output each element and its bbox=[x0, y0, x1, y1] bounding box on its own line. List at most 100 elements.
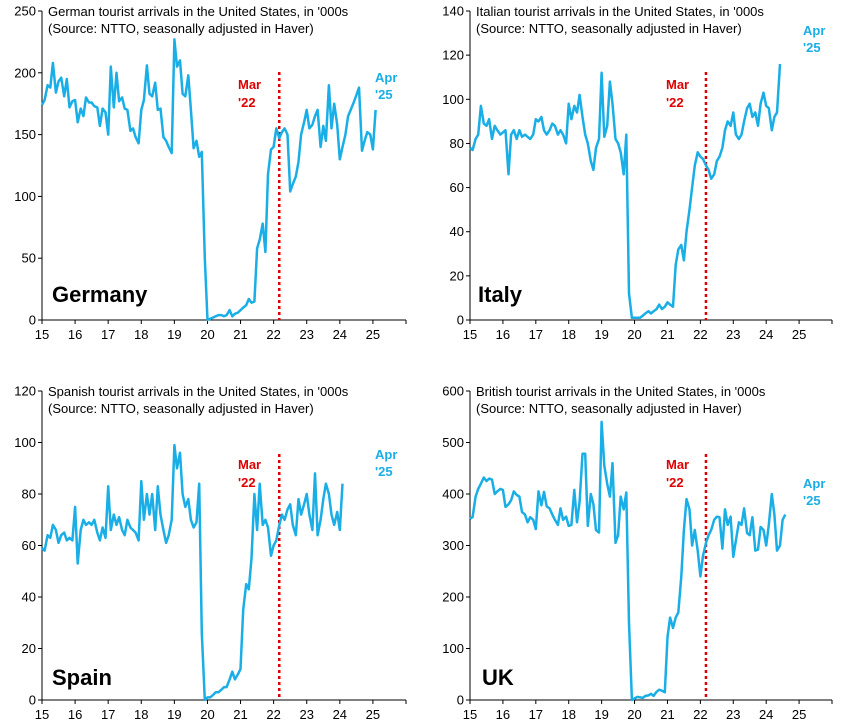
germany-panel-label: Germany bbox=[52, 282, 148, 307]
germany-chart-subtitle: (Source: NTTO, seasonally adjusted in Ha… bbox=[48, 21, 314, 36]
spain-x-tick-label: 21 bbox=[233, 707, 247, 722]
uk-x-tick-label: 18 bbox=[561, 707, 575, 722]
germany-y-tick-label: 250 bbox=[14, 4, 36, 19]
spain-x-tick-label: 17 bbox=[101, 707, 115, 722]
uk-x-tick-label: 23 bbox=[726, 707, 740, 722]
uk-y-tick-label: 600 bbox=[442, 384, 464, 399]
uk-y-tick-label: 0 bbox=[457, 693, 464, 708]
uk-end-label-year: '25 bbox=[803, 493, 821, 508]
italy-x-tick-label: 24 bbox=[759, 327, 773, 342]
spain-series-line bbox=[41, 443, 344, 702]
germany-y-tick-label: 50 bbox=[22, 251, 36, 266]
italy-y-tick-label: 100 bbox=[442, 92, 464, 107]
germany-y-tick-label: 100 bbox=[14, 189, 36, 204]
germany-chart-title: German tourist arrivals in the United St… bbox=[48, 4, 349, 19]
uk-marker-label-month: Mar bbox=[666, 457, 689, 472]
spain-x-tick-label: 16 bbox=[68, 707, 82, 722]
italy-end-label-month: Apr bbox=[803, 23, 825, 38]
spain-end-label-month: Apr bbox=[375, 447, 397, 462]
italy-x-tick-label: 19 bbox=[594, 327, 608, 342]
germany-y-tick-label: 200 bbox=[14, 65, 36, 80]
italy-x-tick-label: 16 bbox=[496, 327, 510, 342]
italy-y-tick-label: 0 bbox=[457, 313, 464, 328]
spain-y-tick-label: 40 bbox=[22, 590, 36, 605]
germany-x-tick-label: 22 bbox=[266, 327, 280, 342]
spain-panel-label: Spain bbox=[52, 665, 112, 690]
spain-y-tick-label: 120 bbox=[14, 384, 36, 399]
uk-x-tick-label: 24 bbox=[759, 707, 773, 722]
italy-y-tick-label: 120 bbox=[442, 48, 464, 63]
uk-x-tick-label: 21 bbox=[660, 707, 674, 722]
italy-y-tick-label: 60 bbox=[450, 180, 464, 195]
germany-marker-label-month: Mar bbox=[238, 77, 261, 92]
spain-chart-subtitle: (Source: NTTO, seasonally adjusted in Ha… bbox=[48, 401, 314, 416]
spain-x-tick-label: 18 bbox=[134, 707, 148, 722]
spain-x-tick-label: 15 bbox=[35, 707, 49, 722]
italy-end-label-year: '25 bbox=[803, 40, 821, 55]
uk-x-tick-label: 17 bbox=[529, 707, 543, 722]
uk-y-tick-label: 500 bbox=[442, 435, 464, 450]
italy-x-tick-label: 22 bbox=[693, 327, 707, 342]
uk-panel: 0 100 200 300 400 500 600 15 16 17 18 19 20 21 22 23 24 2… bbox=[442, 384, 833, 722]
germany-x-tick-label: 19 bbox=[167, 327, 181, 342]
germany-end-label-month: Apr bbox=[375, 70, 397, 85]
uk-end-label-month: Apr bbox=[803, 476, 825, 491]
italy-x-tick-label: 25 bbox=[792, 327, 806, 342]
germany-x-tick-label: 20 bbox=[200, 327, 214, 342]
germany-x-tick-label: 18 bbox=[134, 327, 148, 342]
germany-x-tick-label: 16 bbox=[68, 327, 82, 342]
uk-marker-label-year: '22 bbox=[666, 475, 684, 490]
germany-end-label-year: '25 bbox=[375, 87, 393, 102]
italy-x-tick-label: 23 bbox=[726, 327, 740, 342]
italy-y-tick-label: 20 bbox=[450, 268, 464, 283]
spain-marker-label-month: Mar bbox=[238, 457, 261, 472]
germany-y-tick-label: 150 bbox=[14, 127, 36, 142]
uk-x-tick-label: 16 bbox=[496, 707, 510, 722]
spain-x-tick-label: 22 bbox=[266, 707, 280, 722]
spain-x-tick-label: 19 bbox=[167, 707, 181, 722]
italy-marker-label-month: Mar bbox=[666, 77, 689, 92]
germany-x-tick-label: 25 bbox=[366, 327, 380, 342]
spain-end-label-year: '25 bbox=[375, 464, 393, 479]
germany-y-tick-label: 0 bbox=[29, 313, 36, 328]
germany-x-tick-label: 15 bbox=[35, 327, 49, 342]
spain-y-tick-label: 0 bbox=[29, 693, 36, 708]
italy-marker-label-year: '22 bbox=[666, 95, 684, 110]
uk-y-tick-label: 100 bbox=[442, 641, 464, 656]
spain-marker-label-year: '22 bbox=[238, 475, 256, 490]
italy-chart-subtitle: (Source: NTTO, seasonally adjusted in Ha… bbox=[476, 21, 742, 36]
germany-marker-label-year: '22 bbox=[238, 95, 256, 110]
italy-x-tick-label: 20 bbox=[627, 327, 641, 342]
germany-x-tick-label: 21 bbox=[233, 327, 247, 342]
italy-x-tick-label: 17 bbox=[529, 327, 543, 342]
italy-panel-label: Italy bbox=[478, 282, 523, 307]
uk-x-tick-label: 22 bbox=[693, 707, 707, 722]
germany-x-tick-label: 24 bbox=[333, 327, 347, 342]
uk-series-line bbox=[469, 420, 787, 702]
italy-y-tick-label: 40 bbox=[450, 224, 464, 239]
germany-x-tick-label: 17 bbox=[101, 327, 115, 342]
spain-y-tick-label: 60 bbox=[22, 538, 36, 553]
spain-x-tick-label: 25 bbox=[366, 707, 380, 722]
italy-y-tick-label: 140 bbox=[442, 4, 464, 19]
italy-chart-title: Italian tourist arrivals in the United S… bbox=[476, 4, 764, 19]
spain-x-tick-label: 23 bbox=[299, 707, 313, 722]
uk-x-tick-label: 25 bbox=[792, 707, 806, 722]
uk-x-tick-label: 15 bbox=[463, 707, 477, 722]
uk-x-tick-label: 20 bbox=[627, 707, 641, 722]
spain-panel: 0 20 40 60 80 100 120 15 16 17 18 19 20 21 22 23 24 25 Spa… bbox=[14, 384, 407, 722]
spain-chart-title: Spanish tourist arrivals in the United S… bbox=[48, 384, 349, 399]
uk-y-tick-label: 300 bbox=[442, 538, 464, 553]
spain-y-tick-label: 20 bbox=[22, 641, 36, 656]
germany-x-tick-label: 23 bbox=[299, 327, 313, 342]
italy-x-tick-label: 21 bbox=[660, 327, 674, 342]
uk-chart-title: British tourist arrivals in the United S… bbox=[476, 384, 766, 399]
italy-panel: 0 20 40 60 80 100 120 140 15 16 17 18 19 20 21 22 23 24 25… bbox=[442, 4, 833, 342]
spain-y-tick-label: 100 bbox=[14, 435, 36, 450]
italy-series-line bbox=[469, 63, 782, 320]
uk-y-tick-label: 400 bbox=[442, 487, 464, 502]
uk-y-tick-label: 200 bbox=[442, 590, 464, 605]
spain-x-tick-label: 20 bbox=[200, 707, 214, 722]
